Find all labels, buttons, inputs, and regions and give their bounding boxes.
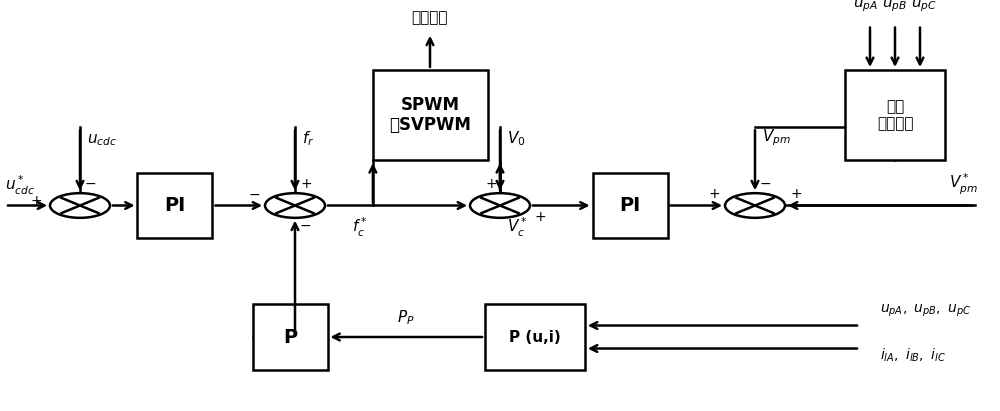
Circle shape bbox=[265, 193, 325, 218]
Text: −: − bbox=[248, 187, 260, 201]
Text: +: + bbox=[300, 177, 312, 191]
Text: SPWM
或SVPWM: SPWM 或SVPWM bbox=[389, 96, 471, 134]
Text: +: + bbox=[535, 210, 547, 224]
Text: PI: PI bbox=[164, 196, 186, 215]
Text: P: P bbox=[283, 328, 297, 346]
Text: +: + bbox=[30, 194, 42, 208]
Text: $f^*_c$: $f^*_c$ bbox=[352, 216, 368, 239]
Text: P (u,i): P (u,i) bbox=[509, 330, 561, 344]
FancyBboxPatch shape bbox=[137, 173, 212, 238]
Text: $V^*_{pm}$: $V^*_{pm}$ bbox=[949, 172, 978, 197]
Text: −: − bbox=[760, 177, 772, 191]
FancyBboxPatch shape bbox=[372, 70, 488, 160]
Text: +: + bbox=[485, 177, 497, 191]
Text: 电压
幅值计算: 电压 幅值计算 bbox=[877, 99, 913, 131]
FancyBboxPatch shape bbox=[485, 304, 585, 370]
Text: $f_r$: $f_r$ bbox=[302, 129, 314, 148]
Text: +: + bbox=[790, 187, 802, 201]
Circle shape bbox=[470, 193, 530, 218]
Text: −: − bbox=[300, 219, 312, 233]
Text: $u_{cdc}$: $u_{cdc}$ bbox=[87, 132, 117, 148]
Text: +: + bbox=[708, 187, 720, 201]
FancyBboxPatch shape bbox=[845, 70, 945, 160]
Text: $V_{pm}$: $V_{pm}$ bbox=[762, 127, 791, 148]
Text: $V_0$: $V_0$ bbox=[507, 129, 526, 148]
Text: $u^*_{cdc}$: $u^*_{cdc}$ bbox=[5, 174, 35, 197]
Text: $V^*_c$: $V^*_c$ bbox=[507, 216, 528, 239]
Text: PI: PI bbox=[619, 196, 641, 215]
Circle shape bbox=[725, 193, 785, 218]
FancyBboxPatch shape bbox=[252, 304, 328, 370]
Text: −: − bbox=[85, 177, 97, 191]
Text: $i_{lA},\ i_{lB},\ i_{lC}$: $i_{lA},\ i_{lB},\ i_{lC}$ bbox=[880, 346, 946, 364]
Text: 驱动信号: 驱动信号 bbox=[412, 10, 448, 25]
Text: $u_{pA},\ u_{pB},\ u_{pC}$: $u_{pA},\ u_{pB},\ u_{pC}$ bbox=[880, 302, 971, 319]
Circle shape bbox=[50, 193, 110, 218]
Text: $u_{pA}\ u_{pB}\ u_{pC}$: $u_{pA}\ u_{pB}\ u_{pC}$ bbox=[853, 0, 937, 14]
FancyBboxPatch shape bbox=[592, 173, 668, 238]
Text: $P_P$: $P_P$ bbox=[397, 308, 415, 327]
